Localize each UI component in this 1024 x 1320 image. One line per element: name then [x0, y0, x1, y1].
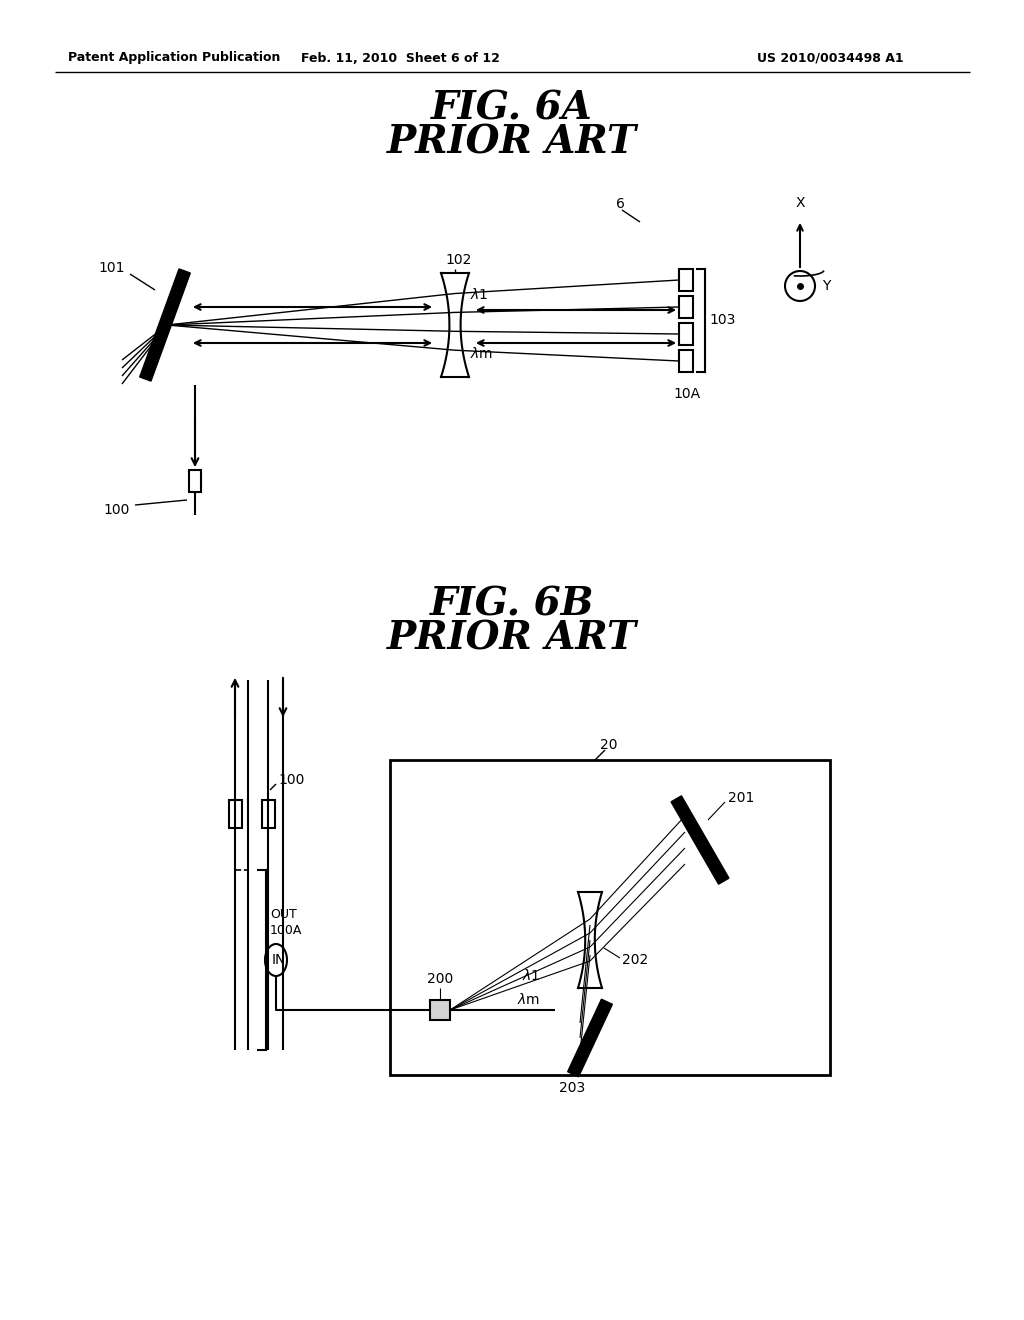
Bar [679, 350, 693, 372]
Text: $\lambda$1: $\lambda$1 [521, 968, 540, 982]
Bar [679, 323, 693, 345]
Text: 203: 203 [559, 1081, 585, 1096]
Bar [390, 760, 830, 1074]
Text: $\lambda$1: $\lambda$1 [470, 286, 488, 302]
Text: 100: 100 [278, 774, 304, 787]
Bar [679, 296, 693, 318]
Text: 100: 100 [103, 503, 129, 517]
Text: US 2010/0034498 A1: US 2010/0034498 A1 [757, 51, 903, 65]
Text: IN: IN [272, 953, 287, 968]
Bar [679, 269, 693, 290]
Polygon shape [567, 999, 612, 1077]
Polygon shape [671, 796, 729, 884]
Text: $\lambda$m: $\lambda$m [470, 346, 494, 360]
Bar [189, 470, 201, 492]
Text: 201: 201 [728, 791, 755, 805]
Text: 20: 20 [600, 738, 617, 752]
Bar [262, 800, 275, 828]
Text: Y: Y [822, 279, 830, 293]
Text: Patent Application Publication: Patent Application Publication [68, 51, 281, 65]
Text: 6: 6 [615, 197, 625, 211]
Text: FIG. 6A: FIG. 6A [431, 88, 593, 127]
Text: 101: 101 [98, 261, 125, 275]
Text: 10A: 10A [674, 387, 700, 401]
Text: $\lambda$m: $\lambda$m [517, 993, 540, 1007]
Text: FIG. 6B: FIG. 6B [430, 585, 594, 623]
Text: X: X [796, 195, 805, 210]
Text: 100A: 100A [270, 924, 302, 936]
Text: PRIOR ART: PRIOR ART [387, 620, 637, 657]
Text: Feb. 11, 2010  Sheet 6 of 12: Feb. 11, 2010 Sheet 6 of 12 [301, 51, 500, 65]
Bar [229, 800, 242, 828]
Text: PRIOR ART: PRIOR ART [387, 124, 637, 162]
Text: 202: 202 [622, 953, 648, 968]
Text: 200: 200 [427, 972, 454, 986]
Text: OUT: OUT [270, 908, 297, 921]
Polygon shape [139, 269, 190, 381]
Bar [430, 1001, 450, 1020]
Text: 103: 103 [709, 314, 735, 327]
Text: 102: 102 [445, 253, 471, 267]
